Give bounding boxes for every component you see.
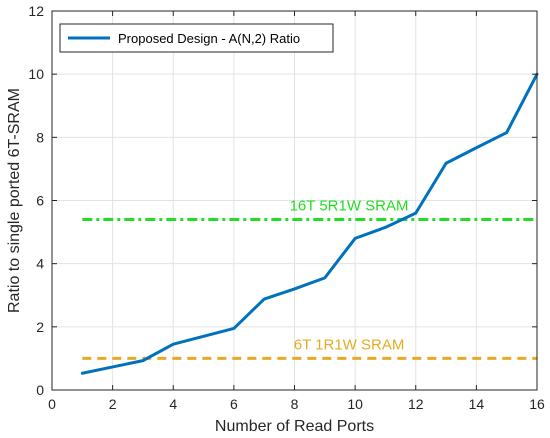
- reference-lines: [82, 217, 537, 360]
- x-tick-label: 16: [529, 396, 545, 412]
- y-axis-label: Ratio to single ported 6T-SRAM: [6, 88, 23, 313]
- x-tick-label: 10: [347, 396, 363, 412]
- x-tick-label: 14: [469, 396, 485, 412]
- legend-label: Proposed Design - A(N,2) Ratio: [118, 31, 300, 46]
- series-lines: [80, 72, 539, 375]
- y-tick-label: 6: [36, 193, 44, 209]
- series-line: [80, 72, 539, 375]
- y-tick-label: 10: [28, 66, 44, 82]
- x-axis-label: Number of Read Ports: [215, 418, 374, 435]
- axes: [51, 10, 538, 391]
- x-tick-label: 12: [408, 396, 424, 412]
- y-tick-label: 4: [36, 256, 44, 272]
- y-tick-label: 0: [36, 382, 44, 398]
- x-tick-label: 6: [230, 396, 238, 412]
- x-tick-label: 8: [291, 396, 299, 412]
- reference-line-label: 16T 5R1W SRAM: [290, 197, 409, 214]
- legend: Proposed Design - A(N,2) Ratio: [59, 23, 334, 53]
- x-tick-label: 4: [169, 396, 177, 412]
- reference-line-label: 6T 1R1W SRAM: [294, 336, 405, 353]
- axes-box: [51, 10, 538, 391]
- y-tick-label: 8: [36, 129, 44, 145]
- x-tick-label: 2: [109, 396, 117, 412]
- annotations: 16T 5R1W SRAM 6T 1R1W SRAM: [290, 197, 409, 353]
- tick-labels: 0 2 4 6 8 10 12 14 16 0 2 4 6 8 10 12: [28, 3, 545, 412]
- x-tick-label: 0: [48, 396, 56, 412]
- y-tick-label: 12: [28, 3, 44, 19]
- y-tick-label: 2: [36, 319, 44, 335]
